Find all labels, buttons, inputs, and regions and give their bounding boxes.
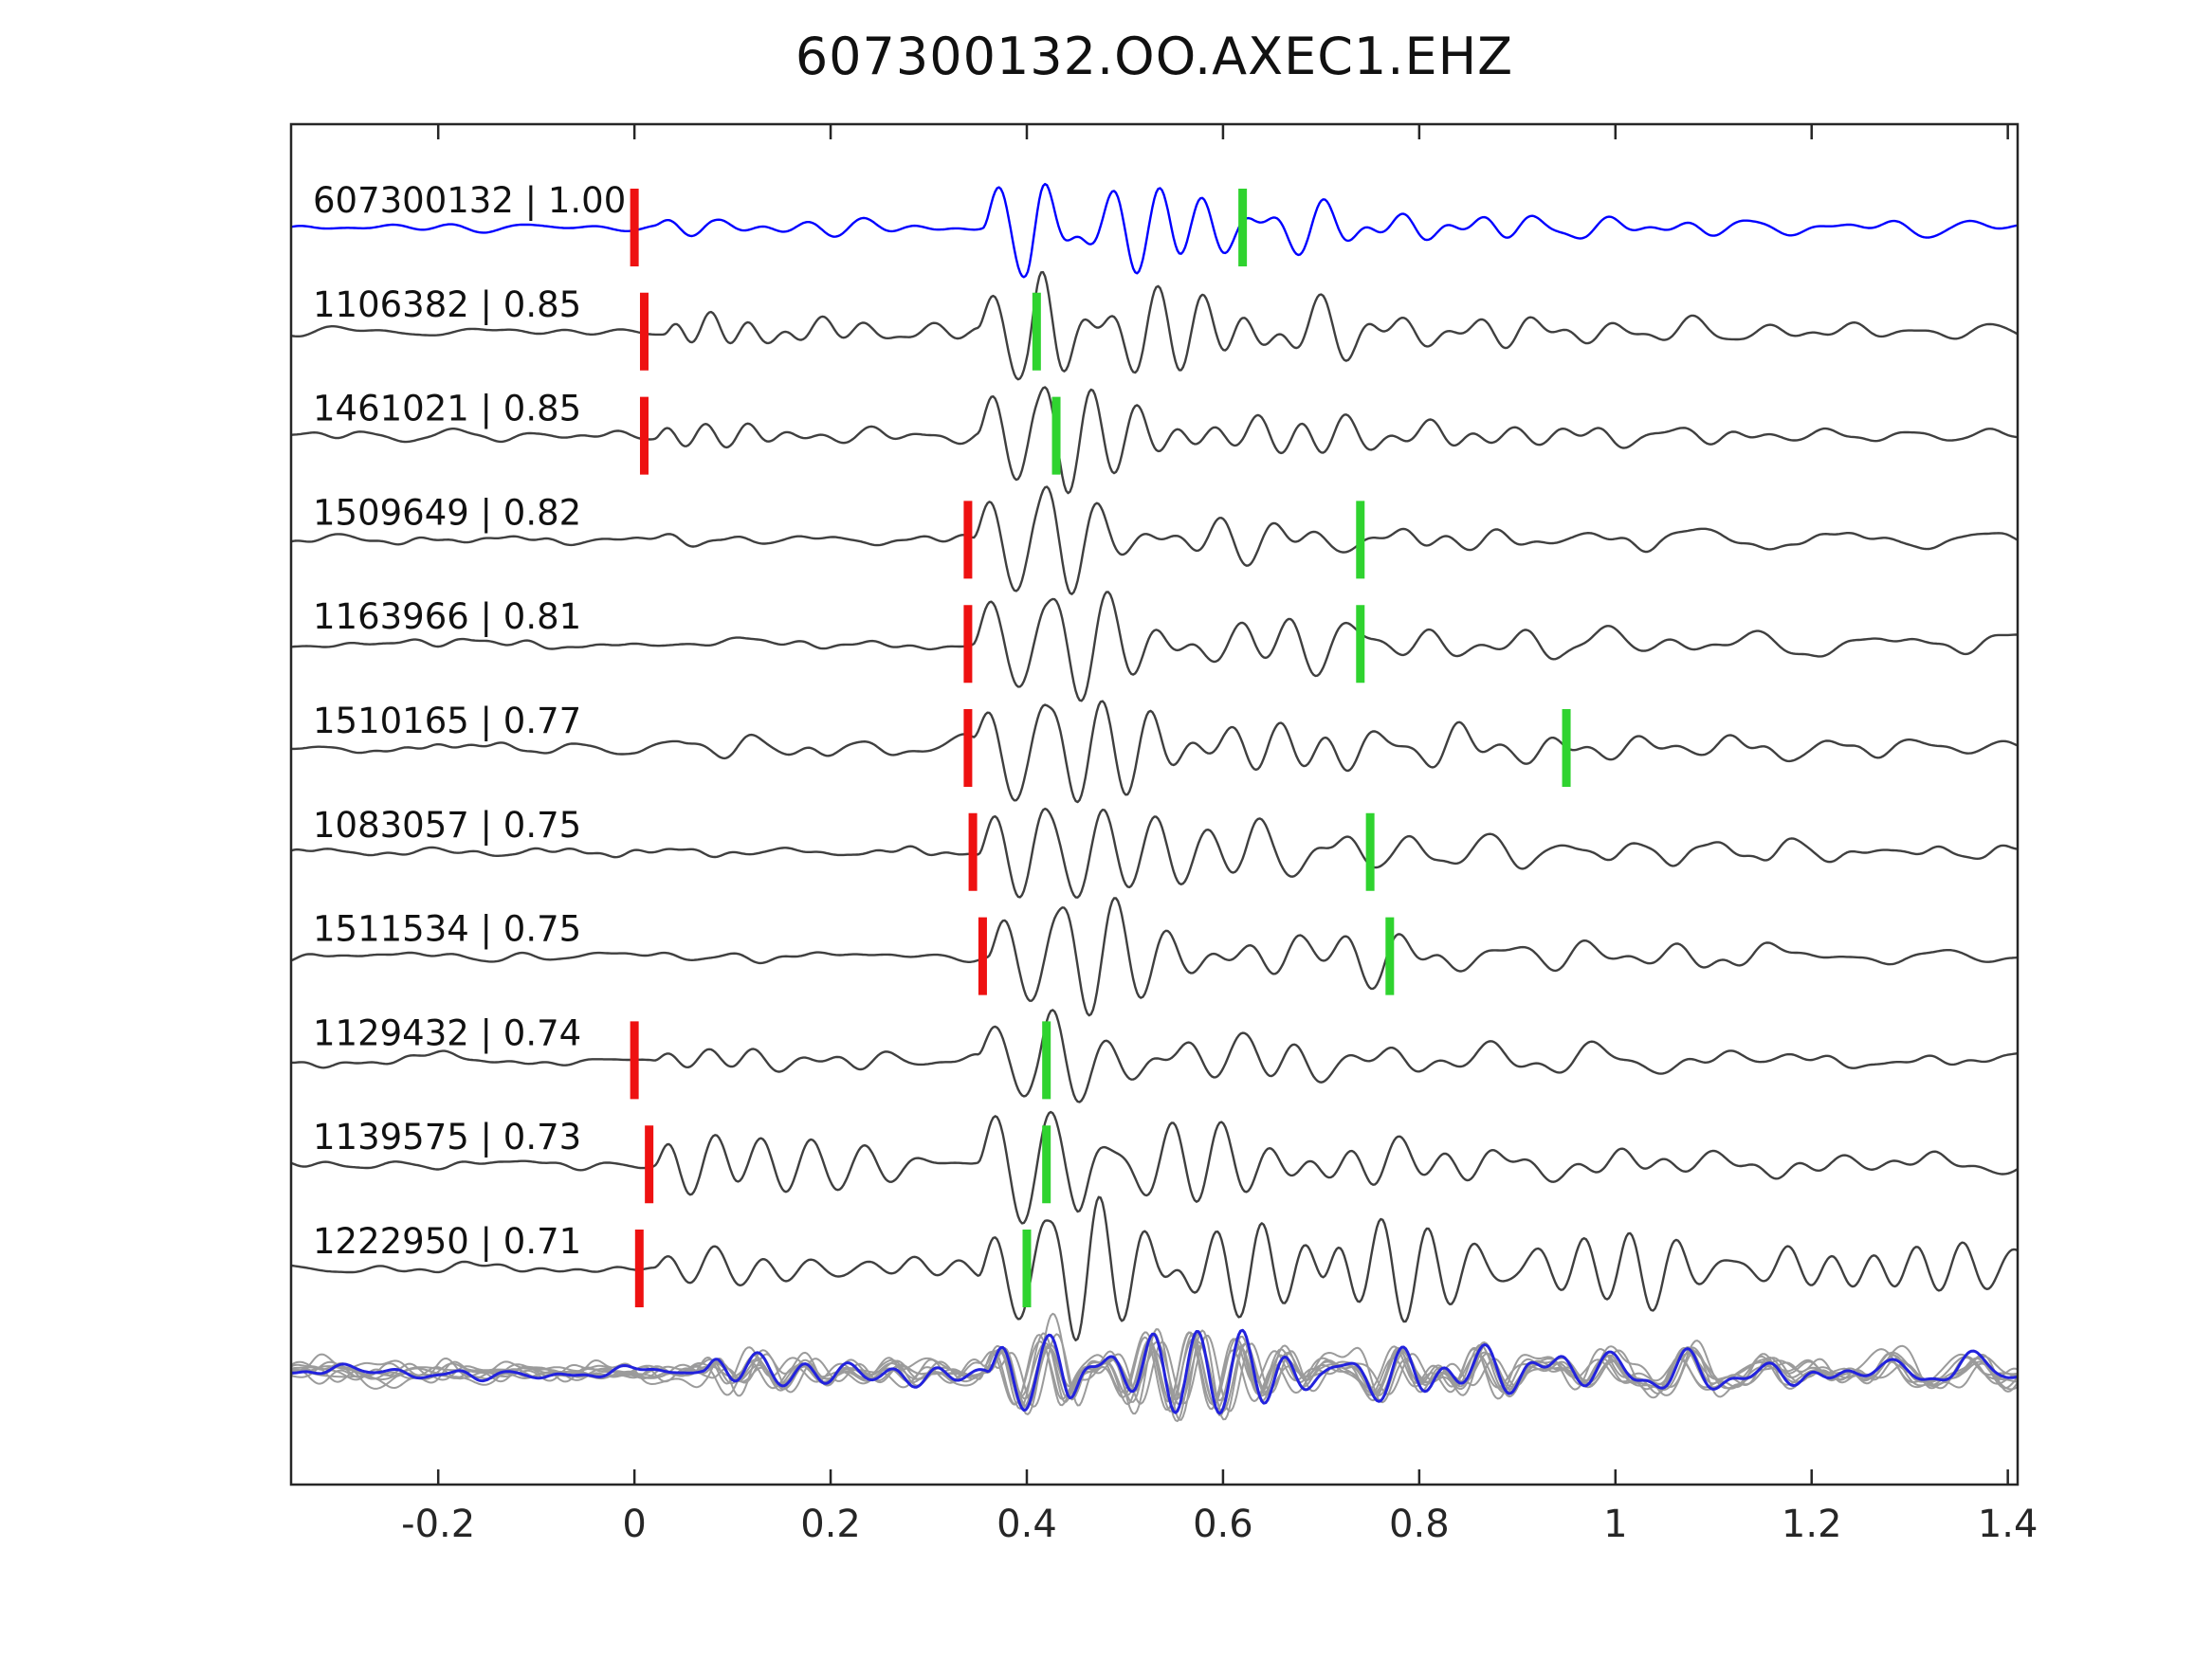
trace-label: 1139575 | 0.73: [313, 1117, 581, 1158]
x-tick-label: -0.2: [401, 1503, 475, 1546]
waveform-trace: [291, 1195, 2018, 1341]
stack-blue-trace: [291, 1328, 2018, 1415]
trace-label: 1222950 | 0.71: [313, 1221, 581, 1262]
plot-border: [289, 122, 2020, 1486]
trace-label: 1106382 | 0.85: [313, 284, 581, 325]
waveform-trace: [291, 700, 2018, 804]
x-tick-label: 0.4: [996, 1503, 1057, 1546]
waveform-trace: [291, 386, 2018, 495]
waveform-trace: [291, 807, 2018, 899]
trace-label: 1163966 | 0.81: [313, 596, 581, 637]
chart-title: 607300132.OO.AXEC1.EHZ: [795, 27, 1514, 86]
trace-label: 1083057 | 0.75: [313, 805, 581, 846]
trace-label: 607300132 | 1.00: [313, 180, 626, 221]
x-tick-label: 1.2: [1782, 1503, 1842, 1546]
x-tick-label: 1.4: [1978, 1503, 2038, 1546]
trace-label: 1511534 | 0.75: [313, 909, 581, 950]
x-tick-label: 0.8: [1389, 1503, 1450, 1546]
waveform-trace: [291, 1009, 2018, 1103]
waveform-trace: [291, 1110, 2018, 1225]
x-tick-label: 0.2: [800, 1503, 861, 1546]
x-tick-label: 1: [1603, 1503, 1627, 1546]
x-tick-label: 0.6: [1193, 1503, 1253, 1546]
stack-gray-trace: [291, 1333, 2018, 1413]
waveform-trace: [291, 270, 2018, 381]
waveform-trace: [291, 591, 2018, 702]
trace-label: 1129432 | 0.74: [313, 1012, 581, 1053]
waveform-trace: [291, 182, 2018, 279]
trace-label: 1509649 | 0.82: [313, 492, 581, 533]
trace-label: 1461021 | 0.85: [313, 389, 581, 429]
trace-label: 1510165 | 0.77: [313, 701, 581, 741]
waveform-trace: [291, 897, 2018, 1017]
x-tick-label: 0: [622, 1503, 646, 1546]
waveform-trace: [291, 485, 2018, 595]
